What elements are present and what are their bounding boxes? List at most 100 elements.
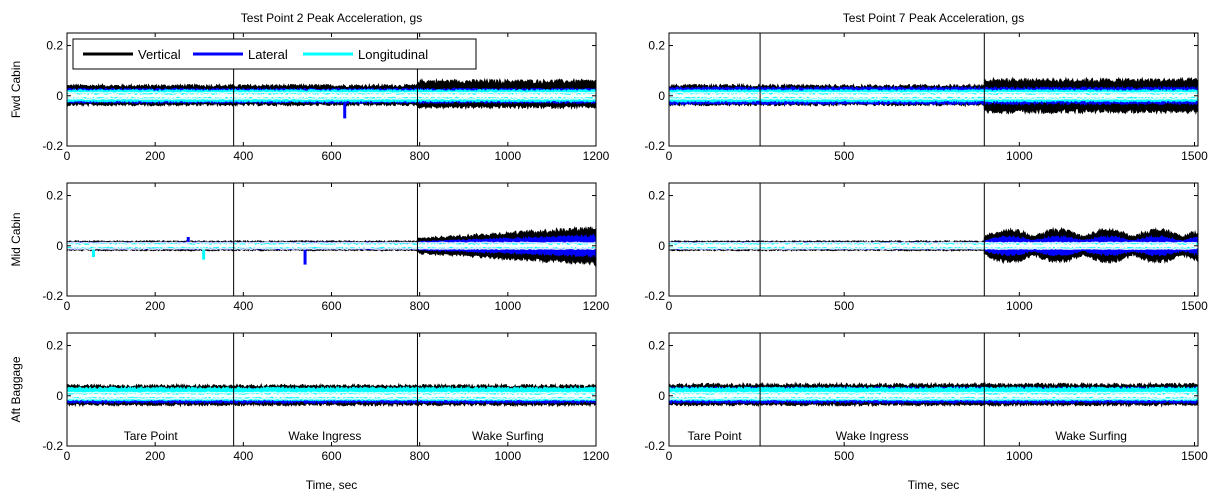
x-tick-label: 1500 (1181, 149, 1208, 163)
mean-trace (67, 392, 596, 399)
legend-box (72, 38, 477, 70)
x-tick-label: 400 (233, 299, 253, 313)
x-tick-label: 1500 (1181, 299, 1208, 313)
axes-box (668, 182, 1199, 297)
x-tick-label: 0 (64, 449, 71, 463)
plot-area (669, 226, 1198, 265)
mean-trace-lower (669, 97, 1197, 101)
phase-label: Tare Point (688, 429, 743, 443)
chart-1-title: Test Point 2 Peak Acceleration, gs (241, 11, 422, 25)
phase-label: Wake Ingress (288, 429, 361, 443)
y-tick-label: -0.2 (644, 439, 665, 453)
y-tick-label: 0.2 (648, 189, 665, 203)
x-tick-label: 500 (834, 149, 854, 163)
x-tick-label: 0 (666, 449, 673, 463)
x-tick-label: 1200 (583, 449, 610, 463)
chart-2-panel-2: 0 500 1000 1500-0.200.2 (644, 182, 1208, 313)
x-tick-label: 200 (145, 449, 165, 463)
y-tick-label: 0 (56, 389, 63, 403)
y-tick-label: 0.2 (648, 39, 665, 53)
axes-box (668, 32, 1199, 147)
x-tick-label: 1000 (494, 449, 521, 463)
y-tick-label: 0.2 (46, 189, 63, 203)
x-tick-label: 1000 (494, 149, 521, 163)
y-tick-label: -0.2 (644, 289, 665, 303)
x-tick-label: 600 (321, 149, 341, 163)
x-tick-label: 0 (64, 299, 71, 313)
plot-area (669, 381, 1198, 408)
y-tick-label: -0.2 (42, 439, 63, 453)
y-tick-label: 0.2 (46, 39, 63, 53)
y-tick-label: 0 (658, 89, 665, 103)
mean-trace (67, 242, 596, 249)
x-tick-label: 1200 (583, 299, 610, 313)
chart-2-panel-1: 0 500 1000 1500-0.200.2 (644, 32, 1208, 163)
legend-label-vertical: Vertical (138, 47, 181, 62)
mean-trace-lower (67, 247, 596, 251)
mean-trace-lower (67, 397, 596, 401)
phase-label: Wake Surfing (472, 429, 544, 443)
mean-trace-lower (669, 247, 1197, 251)
y-tick-label: 0 (658, 389, 665, 403)
x-axis-label: Time, sec (306, 478, 358, 492)
plot-area (67, 382, 596, 408)
x-tick-label: 0 (666, 299, 673, 313)
phase-label: Wake Surfing (1055, 429, 1127, 443)
mean-trace-lower (67, 97, 596, 101)
legend-label-lateral: Lateral (248, 47, 288, 62)
plot-area (669, 76, 1198, 116)
x-tick-label: 1000 (1006, 299, 1033, 313)
y-tick-label: -0.2 (42, 139, 63, 153)
mean-trace-upper (67, 91, 596, 95)
x-tick-label: 0 (64, 149, 71, 163)
x-tick-label: 0 (666, 149, 673, 163)
y-axis-label: Mid Cabin (9, 212, 23, 266)
y-tick-label: 0 (56, 239, 63, 253)
x-tick-label: 1000 (1006, 149, 1033, 163)
mean-trace (67, 92, 596, 99)
x-tick-label: 1200 (583, 149, 610, 163)
x-tick-label: 200 (145, 149, 165, 163)
plot-area (67, 225, 596, 267)
mean-trace (669, 242, 1198, 250)
x-tick-label: 400 (233, 149, 253, 163)
legend-label-longitudinal: Longitudinal (358, 47, 428, 62)
x-tick-label: 200 (145, 299, 165, 313)
mean-trace-upper (669, 241, 1197, 245)
x-tick-label: 800 (410, 149, 430, 163)
mean-trace-upper (669, 391, 1197, 395)
mean-trace (669, 92, 1198, 99)
x-tick-label: 1500 (1181, 449, 1208, 463)
y-tick-label: 0.2 (648, 339, 665, 353)
mean-trace-upper (67, 241, 596, 245)
phase-label: Wake Ingress (836, 429, 909, 443)
axes-box (668, 332, 1199, 447)
x-axis-label: Time, sec (908, 478, 960, 492)
x-tick-label: 500 (834, 449, 854, 463)
y-tick-label: -0.2 (644, 139, 665, 153)
y-tick-label: -0.2 (42, 289, 63, 303)
y-tick-label: 0 (56, 89, 63, 103)
x-tick-label: 800 (410, 299, 430, 313)
y-axis-label: Aft Baggage (9, 356, 23, 422)
x-tick-label: 500 (834, 299, 854, 313)
x-tick-label: 800 (410, 449, 430, 463)
y-tick-label: 0 (658, 239, 665, 253)
x-tick-label: 1000 (494, 299, 521, 313)
phase-label: Tare Point (124, 429, 179, 443)
x-tick-label: 600 (321, 449, 341, 463)
mean-trace-upper (669, 91, 1197, 95)
mean-trace-lower (669, 397, 1197, 401)
mean-trace-upper (67, 391, 596, 395)
mean-trace (669, 392, 1198, 400)
x-tick-label: 600 (321, 299, 341, 313)
x-tick-label: 400 (233, 449, 253, 463)
y-axis-label: Fwd Cabin (9, 61, 23, 118)
y-tick-label: 0.2 (46, 339, 63, 353)
